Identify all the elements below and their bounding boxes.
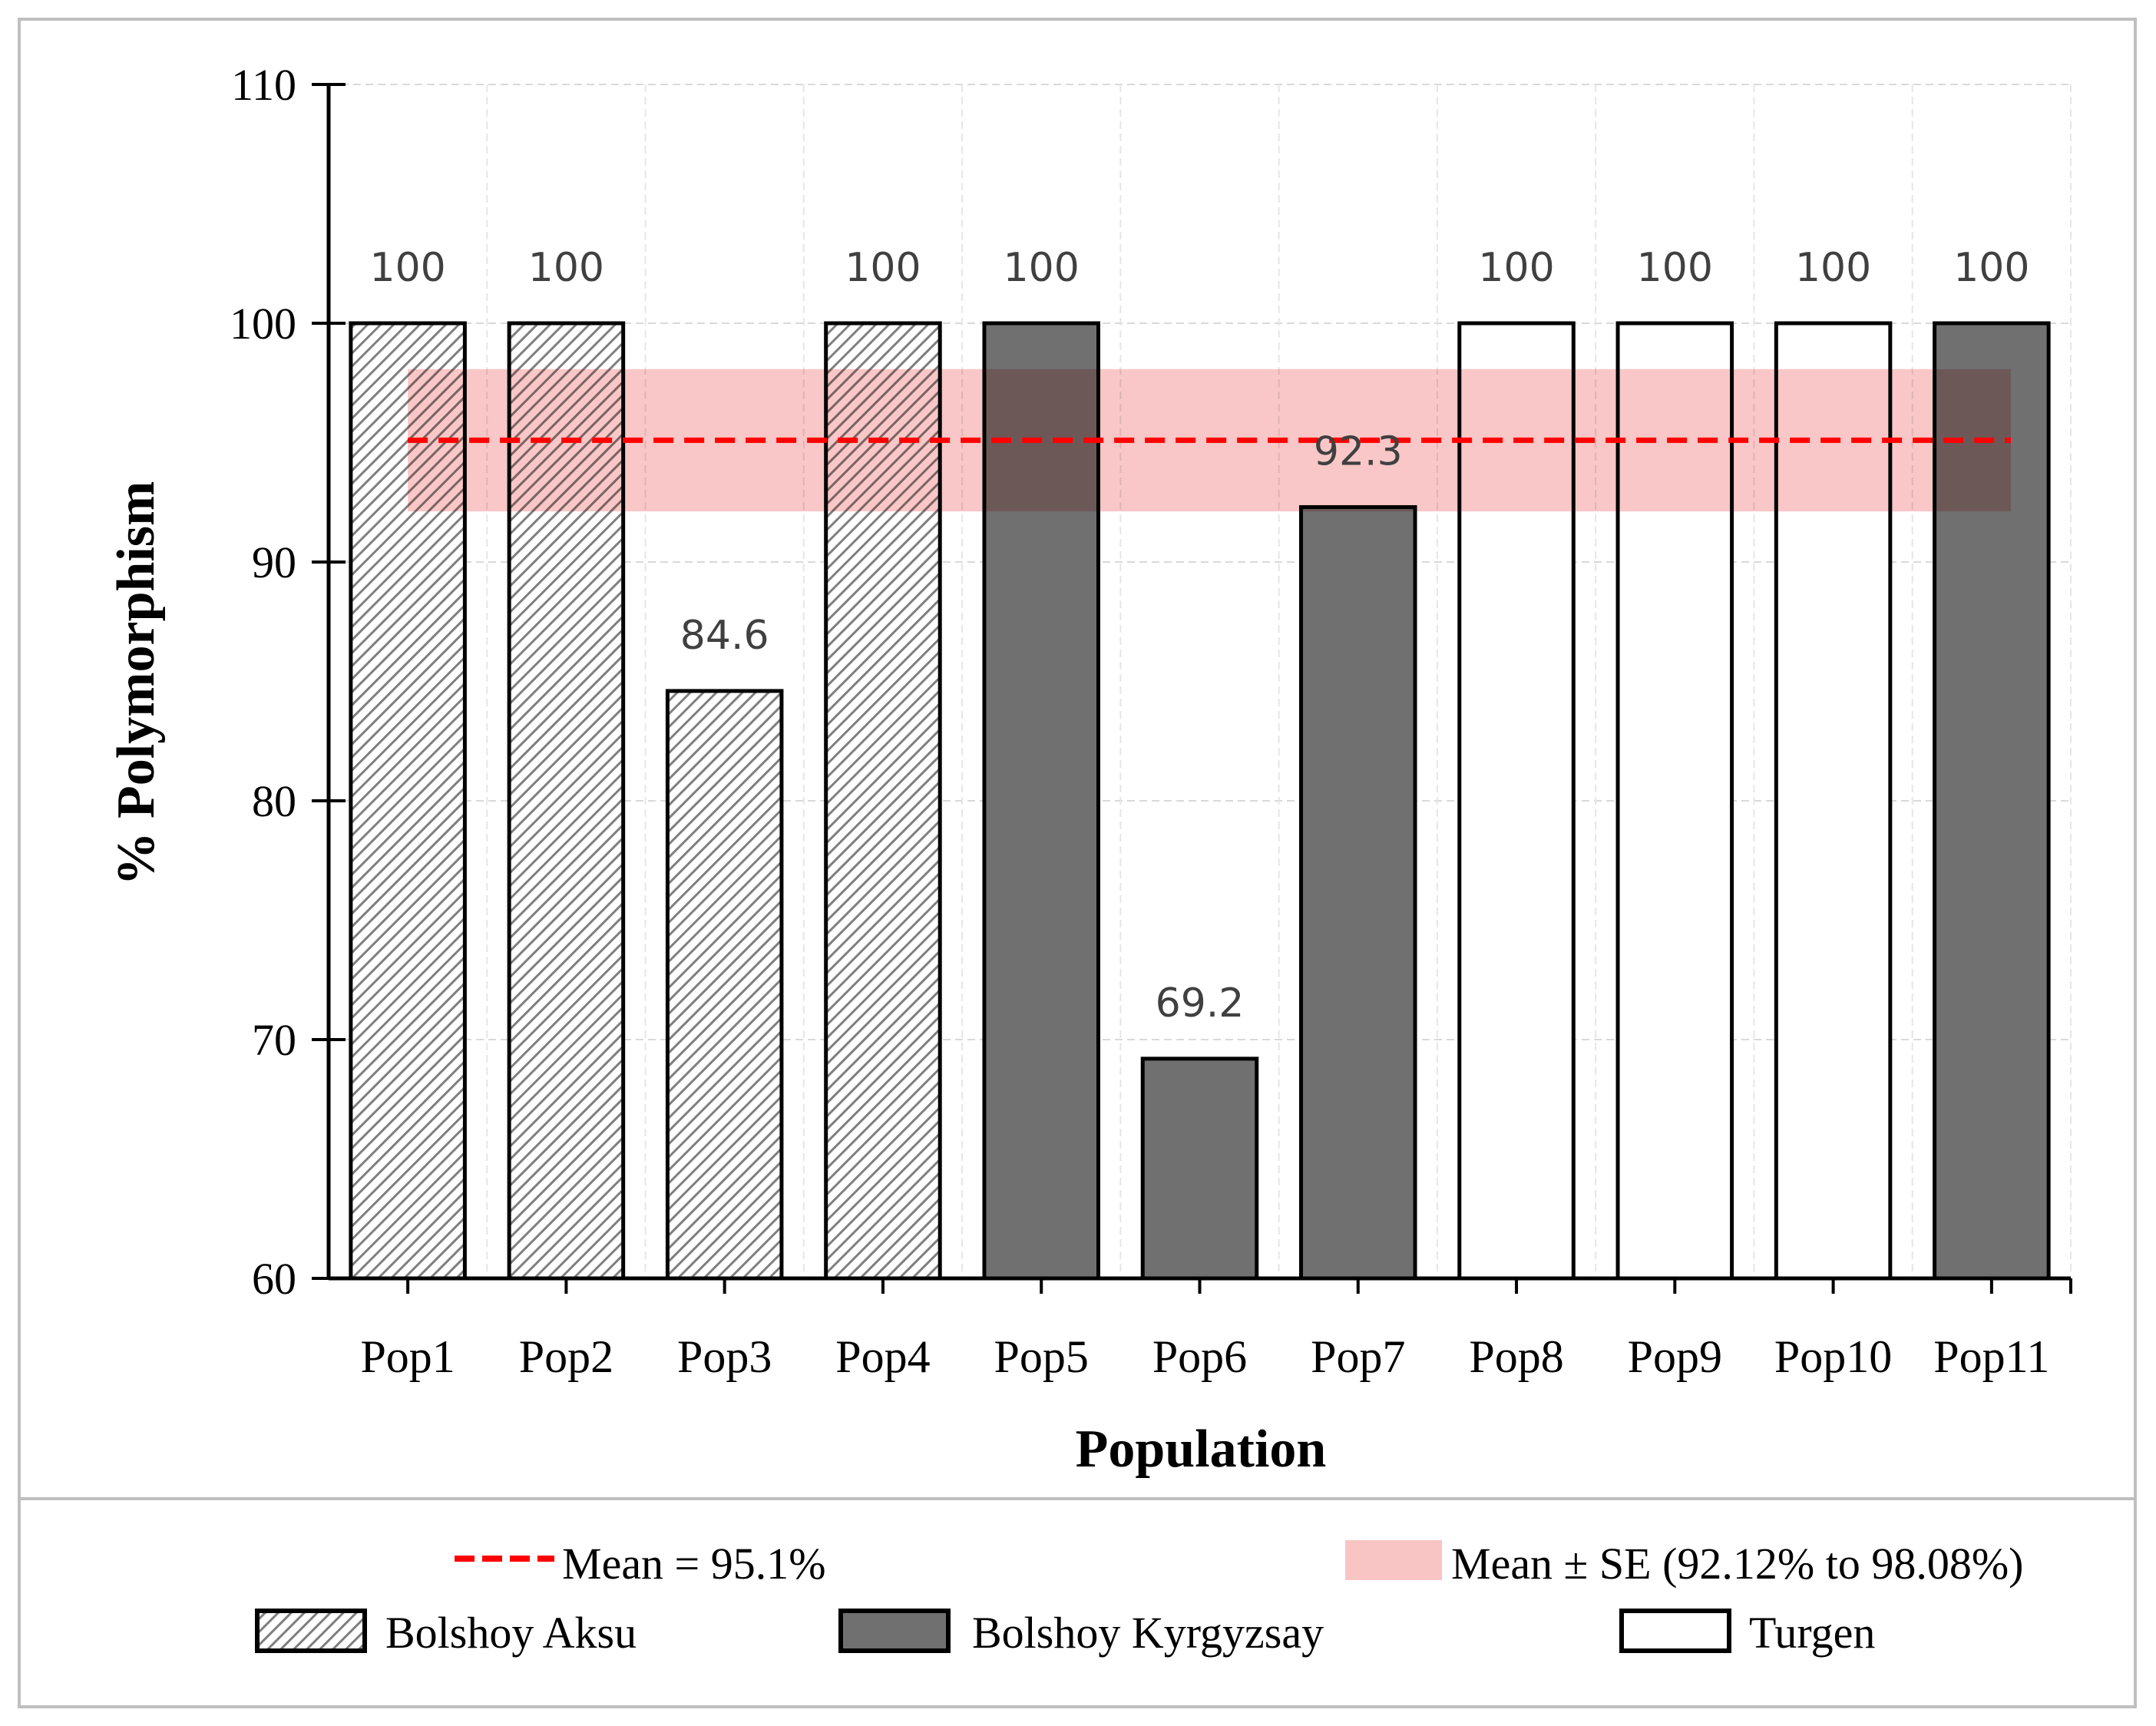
data-label-pop7: 92.3 [1314,428,1403,474]
legend-turgen-label: Turgen [1749,1608,1875,1658]
x-tick-label: Pop8 [1469,1331,1563,1382]
y-tick-label: 80 [252,776,296,826]
legend-box [18,1497,2137,1708]
data-label-pop10: 100 [1795,245,1871,291]
x-axis-title: Population [1076,1420,1327,1479]
legend-bolshoy-kyrgyzsay-swatch [838,1609,951,1653]
data-label-pop9: 100 [1637,245,1713,291]
x-tick-label: Pop2 [519,1331,613,1382]
bar-pop6 [1140,1056,1259,1281]
data-label-pop1: 100 [370,245,446,291]
data-label-pop5: 100 [1004,245,1080,291]
y-tick-label: 90 [252,537,296,587]
x-tick-label: Pop9 [1628,1331,1722,1382]
data-label-pop8: 100 [1478,245,1554,291]
data-label-pop3: 84.6 [680,613,769,659]
x-tick-label: Pop10 [1774,1331,1892,1382]
y-tick-label: 110 [231,60,296,110]
x-tick-label: Pop3 [677,1331,772,1382]
legend-mean-label: Mean = 95.1% [562,1539,826,1589]
x-tick-label: Pop1 [360,1331,455,1382]
data-label-pop4: 100 [845,245,921,291]
legend-se-swatch [1345,1540,1442,1580]
y-axis-ticks: 60 70 80 90 100 110 [230,60,296,1304]
data-label-pop2: 100 [528,245,604,291]
legend-turgen-swatch [1619,1609,1731,1653]
legend-se-label: Mean ± SE (92.12% to 98.08%) [1451,1539,2023,1589]
bar-pop3 [665,689,784,1281]
legend-bolshoy-kyrgyzsay-label: Bolshoy Kyrgyzsay [972,1608,1324,1658]
data-labels: 100 100 84.6 100 100 69.2 92.3 100 100 100 100 [370,245,2030,1027]
legend-bolshoy-aksu-swatch [255,1609,367,1653]
axes [312,83,2072,1294]
legend: Mean = 95.1% Mean ± SE (92.12% to 98.08%… [18,1497,2137,1708]
x-axis-ticks: Pop1 Pop2 Pop3 Pop4 Pop5 Pop6 Pop7 Pop8 Pop9 Pop1… [360,1331,2049,1382]
y-tick-label: 100 [230,299,296,349]
y-tick-label: 70 [252,1015,296,1065]
x-tick-label: Pop5 [994,1331,1089,1382]
y-tick-label: 60 [252,1254,296,1304]
x-tick-label: Pop4 [835,1331,930,1382]
bars [349,321,2051,1281]
data-label-pop6: 69.2 [1156,980,1245,1027]
bar-pop7 [1299,504,1417,1281]
data-label-pop11: 100 [1953,245,2029,291]
x-tick-label: Pop7 [1311,1331,1405,1382]
legend-bolshoy-aksu-label: Bolshoy Aksu [385,1608,637,1658]
x-tick-label: Pop6 [1152,1331,1247,1382]
y-axis-title: % Polymorphism [107,481,166,886]
x-tick-label: Pop11 [1933,1331,2049,1382]
